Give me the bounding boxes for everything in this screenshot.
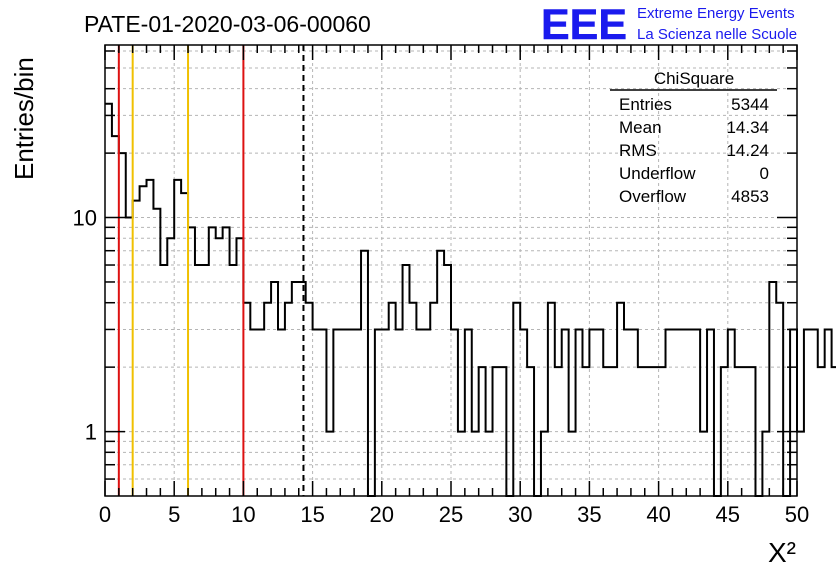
y-tick-label: 10 xyxy=(73,206,97,231)
x-tick-label: 0 xyxy=(99,502,111,527)
stats-value: 14.34 xyxy=(726,118,769,137)
stats-title: ChiSquare xyxy=(654,69,734,88)
histogram-outline xyxy=(105,102,836,497)
stats-label: Overflow xyxy=(619,187,687,206)
histogram-series xyxy=(105,102,836,497)
x-tick-label: 45 xyxy=(716,502,740,527)
x-tick-label: 35 xyxy=(577,502,601,527)
x-tick-label: 15 xyxy=(300,502,324,527)
logo-line-2: La Scienza nelle Scuole xyxy=(637,26,797,43)
stats-box: ChiSquare Entries 5344 Mean 14.34 RMS 14.24 Un… xyxy=(610,69,777,206)
stats-value: 0 xyxy=(760,164,769,183)
x-tick-label: 30 xyxy=(508,502,532,527)
x-tick-label: 10 xyxy=(231,502,255,527)
stats-value: 4853 xyxy=(731,187,769,206)
y-axis-label: Entries/bin xyxy=(9,57,39,180)
stats-value: 5344 xyxy=(731,95,769,114)
x-tick-label: 20 xyxy=(370,502,394,527)
eee-logo: EEE Extreme Energy Events La Scienza nel… xyxy=(541,1,797,50)
logo-line-1: Extreme Energy Events xyxy=(637,5,795,22)
eee-logo-mark: EEE xyxy=(541,1,627,49)
y-tick-label: 1 xyxy=(85,420,97,445)
reference-lines xyxy=(117,45,305,496)
x-tick-label: 40 xyxy=(646,502,670,527)
stats-label: Entries xyxy=(619,95,672,114)
x-tick-label: 50 xyxy=(785,502,809,527)
stats-value: 14.24 xyxy=(726,141,769,160)
x-tick-label: 25 xyxy=(439,502,463,527)
axes: 0 5 10 15 20 25 30 35 40 45 50 1 10 xyxy=(73,44,809,527)
stats-label: Underflow xyxy=(619,164,696,183)
stats-label: RMS xyxy=(619,141,657,160)
x-tick-label: 5 xyxy=(168,502,180,527)
x-axis-label: X² xyxy=(768,537,796,568)
chart-title: PATE-01-2020-03-06-00060 xyxy=(84,11,371,37)
stats-label: Mean xyxy=(619,118,662,137)
